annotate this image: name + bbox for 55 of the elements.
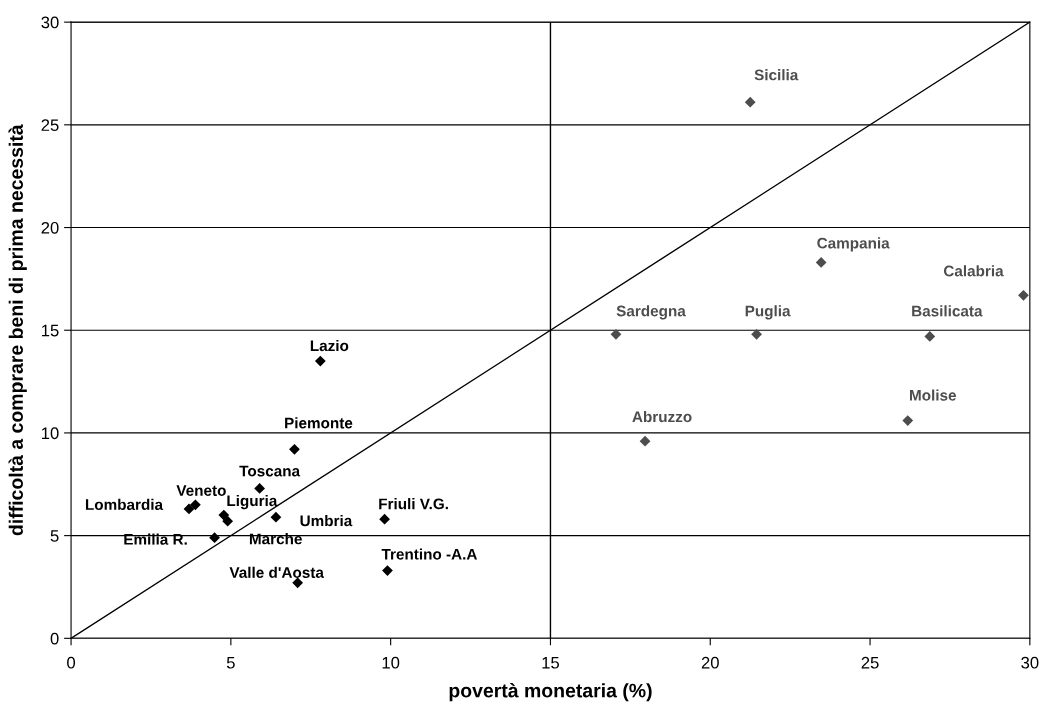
data-label: Lazio [310, 339, 349, 352]
point [744, 96, 756, 108]
data-label: Molise [910, 389, 957, 401]
data-label: Lombardia [85, 498, 164, 511]
y-tick-label: 0 [50, 632, 59, 645]
data-label: Valle d'Aosta [229, 566, 324, 578]
point [314, 355, 326, 367]
y-tick-label: 25 [41, 119, 59, 132]
point [382, 565, 393, 576]
y-tick-label: 10 [41, 427, 59, 440]
data-label: Marche [249, 533, 302, 545]
x-tick-label: 15 [542, 656, 560, 669]
point [1018, 289, 1029, 301]
point [639, 435, 651, 447]
data-label: Sardegna [616, 305, 686, 320]
point [209, 532, 220, 544]
data-label: Basilicata [912, 305, 983, 317]
point [222, 515, 234, 527]
data-label: Campania [817, 237, 890, 252]
point [292, 577, 304, 589]
y-axis-title: difficoltà a comprare beni di prima necessità [8, 124, 27, 536]
data-label: Liguria [227, 494, 278, 510]
x-tick-label: 0 [67, 656, 76, 669]
x-tick-label: 5 [226, 656, 235, 669]
x-tick-label: 30 [1021, 656, 1039, 669]
x-tick-label: 25 [861, 656, 879, 669]
data-label: Trentino -A.A [381, 548, 478, 560]
data-label: Veneto [176, 485, 226, 496]
point [183, 503, 195, 515]
y-tick-label: 5 [50, 530, 59, 542]
point [815, 257, 827, 268]
data-label: Friuli V.G. [379, 498, 448, 510]
point [924, 331, 936, 342]
point [751, 328, 762, 340]
y-tick-label: 30 [41, 16, 59, 29]
x-tick-label: 20 [701, 656, 719, 669]
data-label: Calabria [943, 265, 1004, 277]
point [289, 443, 300, 455]
data-label: Piemonte [285, 417, 353, 429]
point [218, 509, 230, 521]
point [190, 499, 201, 511]
point [270, 511, 282, 523]
point [379, 513, 390, 525]
data-label: Umbria [300, 515, 353, 527]
point [254, 483, 265, 494]
data-label: Puglia [745, 305, 791, 320]
point [902, 415, 914, 426]
x-axis-title: povertà monetaria (%) [449, 683, 652, 702]
data-label: Toscana [239, 465, 301, 477]
y-tick-label: 15 [41, 324, 59, 337]
y-tick-label: 20 [41, 221, 59, 234]
x-tick-label: 10 [382, 656, 400, 669]
data-label: Abruzzo [632, 411, 692, 423]
point [610, 328, 622, 340]
data-label: Sicilia [754, 69, 799, 81]
